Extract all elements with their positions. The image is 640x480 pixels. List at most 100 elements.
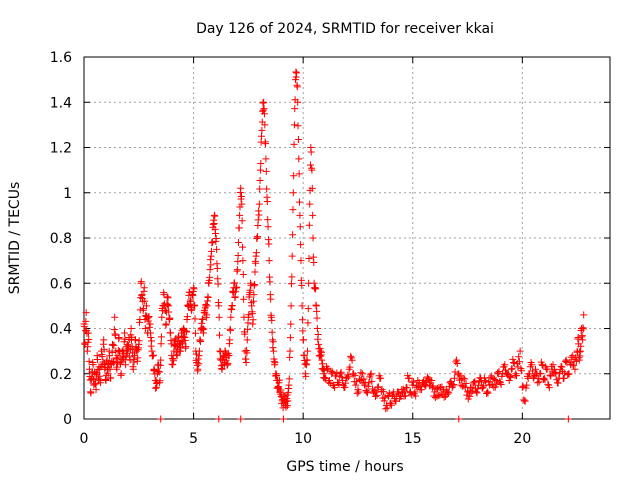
data-point-dense [364, 382, 372, 390]
data-point-dense [135, 337, 143, 345]
data-point-dense [434, 384, 442, 392]
data-point-dense [286, 334, 294, 342]
data-point-dense [388, 401, 396, 409]
data-point-dense [233, 267, 241, 275]
data-point-dense [524, 374, 532, 382]
x-axis-label: GPS time / hours [286, 459, 403, 475]
data-point-dense [252, 249, 260, 257]
data-point-dense [258, 126, 266, 134]
data-point-dense [512, 372, 520, 380]
data-point-dense [252, 259, 260, 267]
data-point-dense [213, 264, 221, 272]
data-point-dense [163, 300, 171, 308]
data-point-dense [489, 375, 497, 383]
data-point-dense [267, 311, 275, 319]
data-point [453, 356, 461, 364]
data-point-dense [541, 376, 549, 384]
data-point [289, 189, 297, 197]
y-axis-label: SRMTID / TECUs [7, 182, 23, 295]
data-point-dense [149, 351, 157, 359]
data-point-dense [193, 350, 201, 358]
data-point-dense [483, 390, 491, 398]
data-point-dense [520, 396, 528, 404]
data-point-dense [123, 341, 131, 349]
data-point-dense [218, 365, 226, 373]
data-point-dense [236, 188, 244, 196]
data-point-dense [152, 384, 160, 392]
y-tick-labels: 0 0.2 0.4 0.6 0.8 1 1.2 1.4 1.6 [50, 50, 72, 428]
data-point-dense [296, 223, 304, 231]
data-point-dense [234, 251, 242, 259]
data-point-dense [180, 333, 188, 341]
data-point-dense [377, 374, 385, 382]
data-point-dense [491, 383, 499, 391]
data-point [580, 311, 588, 319]
data-point-dense [291, 105, 299, 113]
data-point-dense [550, 365, 558, 373]
data-point-dense [260, 110, 268, 118]
data-point-dense [353, 389, 361, 397]
data-point-dense [121, 356, 129, 364]
data-point-dense [150, 366, 158, 374]
data-point-dense [565, 370, 573, 378]
data-point-dense [289, 231, 297, 239]
data-point-dense [109, 358, 117, 366]
data-point-dense [148, 337, 156, 345]
data-point-dense [222, 356, 230, 364]
data-point-dense [144, 317, 152, 325]
x-tick-label: 5 [189, 431, 198, 447]
data-point-dense [543, 365, 551, 373]
data-point-dense [245, 311, 253, 319]
data-point-dense [134, 344, 142, 352]
data-point-dense [473, 389, 481, 397]
data-point-dense [456, 372, 464, 380]
data-marks [80, 68, 588, 423]
data-point-dense [156, 361, 164, 369]
data-point-dense [561, 357, 569, 365]
data-point-dense [207, 261, 215, 269]
data-point-dense [417, 383, 425, 391]
data-point [446, 379, 454, 387]
data-point [290, 121, 298, 129]
data-point-dense [316, 352, 324, 360]
data-point-dense [347, 352, 355, 360]
data-point [297, 257, 305, 265]
data-point-dense [166, 329, 174, 337]
data-point-dense [578, 332, 586, 340]
data-point [428, 383, 436, 391]
data-point-dense [225, 352, 233, 360]
data-point-dense [575, 354, 583, 362]
data-point-dense [176, 347, 184, 355]
data-point-dense [262, 167, 270, 175]
data-point-dense [269, 338, 277, 346]
data-point-dense [283, 402, 291, 410]
data-point-dense [486, 374, 494, 382]
data-point-dense [453, 359, 461, 367]
data-point-dense [449, 382, 457, 390]
data-point-dense [576, 352, 584, 360]
data-point-dense [244, 325, 252, 333]
data-point-dense [153, 378, 161, 386]
data-point-dense [236, 203, 244, 211]
data-point-dense [546, 371, 554, 379]
data-point-dense [335, 380, 343, 388]
data-point [309, 234, 317, 242]
data-point-dense [237, 192, 245, 200]
data-point-dense [290, 172, 298, 180]
data-point-dense [182, 344, 190, 352]
y-tick-label: 0.4 [50, 322, 72, 338]
data-point-dense [259, 99, 267, 107]
data-point-dense [294, 122, 302, 130]
data-point [514, 363, 522, 371]
data-point [363, 388, 371, 396]
data-point [227, 313, 235, 321]
data-point-dense [440, 393, 448, 401]
data-point [239, 257, 247, 265]
data-point-dense [412, 392, 420, 400]
data-point [534, 379, 542, 387]
data-point-dense [190, 285, 198, 293]
data-point-dense [380, 388, 388, 396]
data-point [475, 381, 482, 389]
data-point [286, 347, 294, 355]
data-point-dense [145, 323, 153, 331]
